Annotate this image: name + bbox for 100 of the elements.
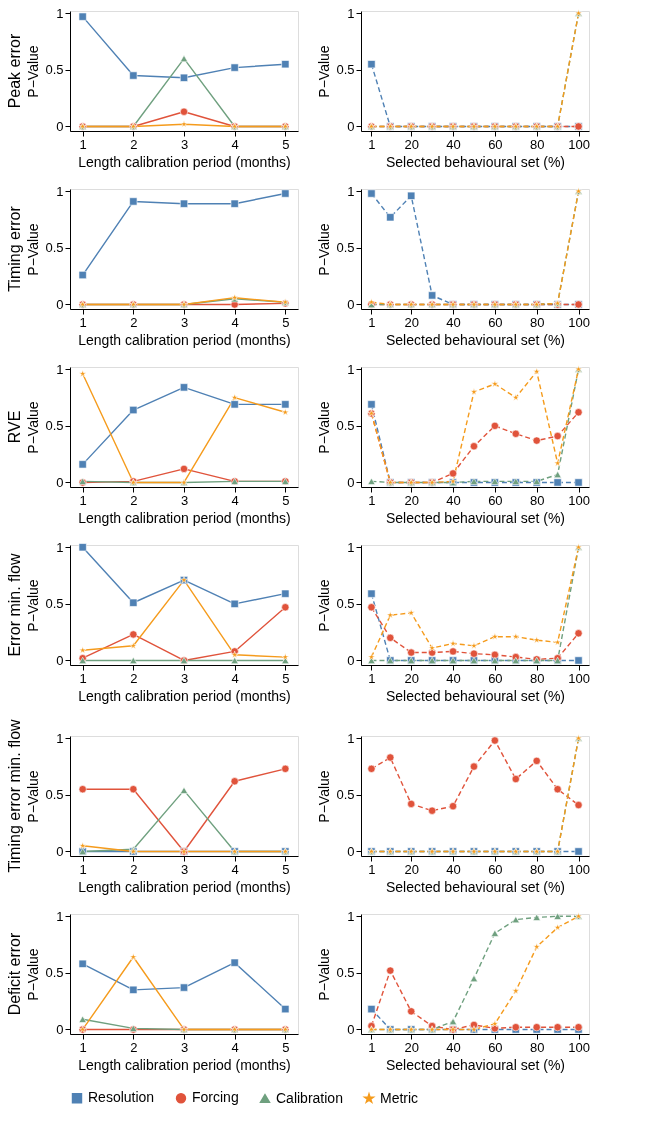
y-tick-label: 0	[347, 843, 355, 859]
x-axis-title: Length calibration period (months)	[78, 878, 291, 895]
y-tick-label: 0	[347, 296, 355, 312]
y-tick-label: 0	[56, 652, 64, 668]
x-tick-label: 4	[231, 670, 239, 686]
y-axis-title: P−Value	[25, 579, 42, 632]
x-tick-label: 1	[79, 492, 87, 508]
x-tick-label: 40	[446, 670, 461, 686]
y-tick-label: 0.5	[45, 596, 64, 612]
x-tick-label: 40	[446, 492, 461, 508]
x-tick-label: 2	[130, 492, 138, 508]
text: Error min. flow	[5, 552, 23, 657]
x-tick-label: 5	[282, 670, 290, 686]
text: Timing error	[5, 205, 23, 292]
y-axis-title: P−Value	[316, 770, 333, 823]
y-tick-label: 0	[347, 652, 355, 668]
y-tick-label: 1	[347, 730, 355, 746]
x-tick-label: 80	[529, 136, 545, 152]
x-tick-label: 3	[180, 136, 189, 152]
x-axis-title: Selected behavioural set (%)	[386, 509, 565, 526]
x-tick-label: 40	[446, 1039, 461, 1055]
x-tick-label: 1	[79, 861, 87, 877]
y-tick-label: 0	[347, 1021, 355, 1037]
y-tick-label: 1	[347, 908, 355, 924]
x-tick-label: 1	[368, 861, 376, 877]
x-tick-label: 1	[368, 492, 376, 508]
y-tick-label: 1	[56, 730, 64, 746]
y-tick-label: 0.5	[336, 596, 355, 612]
x-tick-label: 2	[130, 861, 138, 877]
legend-label: Forcing	[192, 1089, 239, 1106]
y-axis-title: P−Value	[316, 401, 333, 454]
x-tick-label: 100	[568, 861, 590, 877]
y-axis-title: P−Value	[316, 45, 333, 98]
text: RVE	[5, 410, 23, 444]
y-tick-label: 0.5	[336, 240, 355, 256]
y-tick-label: 1	[56, 539, 64, 555]
y-tick-label: 0	[56, 474, 64, 490]
x-axis-title: Selected behavioural set (%)	[386, 331, 565, 348]
y-axis-title: P−Value	[25, 401, 42, 454]
y-tick-label: 1	[347, 5, 355, 21]
y-tick-label: 0.5	[45, 787, 64, 803]
x-tick-label: 100	[568, 1039, 590, 1055]
legend-label: Resolution	[88, 1089, 155, 1106]
y-tick-label: 0	[56, 118, 64, 134]
y-tick-label: 1	[56, 908, 64, 924]
x-tick-label: 3	[180, 670, 189, 686]
x-tick-label: 1	[79, 136, 87, 152]
x-tick-label: 80	[529, 1039, 545, 1055]
y-tick-label: 0.5	[45, 240, 64, 256]
x-axis-title: Length calibration period (months)	[78, 509, 291, 526]
y-axis-title: P−Value	[316, 223, 333, 276]
y-tick-label: 1	[56, 5, 64, 21]
y-tick-label: 1	[56, 361, 64, 377]
x-tick-label: 4	[231, 492, 239, 508]
text: Timing error min. flow	[5, 718, 23, 873]
x-tick-label: 20	[404, 314, 419, 330]
text: Deficit error	[5, 931, 23, 1016]
y-axis-title: P−Value	[25, 223, 42, 276]
x-tick-label: 3	[180, 861, 189, 877]
x-tick-label: 20	[404, 1039, 419, 1055]
x-tick-label: 2	[130, 136, 138, 152]
y-tick-label: 0	[347, 118, 355, 134]
x-tick-label: 40	[446, 314, 461, 330]
x-tick-label: 80	[529, 314, 545, 330]
y-tick-label: 0	[347, 474, 355, 490]
x-tick-label: 5	[282, 314, 290, 330]
x-tick-label: 1	[79, 314, 87, 330]
x-tick-label: 80	[529, 492, 545, 508]
y-tick-label: 1	[56, 183, 64, 199]
x-tick-label: 1	[368, 314, 376, 330]
x-tick-label: 20	[404, 136, 419, 152]
x-axis-title: Length calibration period (months)	[78, 687, 291, 704]
x-axis-title: Selected behavioural set (%)	[386, 153, 565, 170]
x-tick-label: 4	[231, 136, 239, 152]
x-tick-label: 100	[568, 314, 590, 330]
x-tick-label: 5	[282, 1039, 290, 1055]
x-tick-label: 20	[404, 670, 419, 686]
y-tick-label: 0.5	[336, 787, 355, 803]
x-tick-label: 4	[231, 1039, 239, 1055]
x-tick-label: 1	[79, 670, 87, 686]
y-tick-label: 0.5	[45, 965, 64, 981]
x-tick-label: 5	[282, 492, 290, 508]
x-tick-label: 1	[368, 136, 376, 152]
x-axis-title: Length calibration period (months)	[78, 331, 291, 348]
legend-label: Metric	[380, 1089, 419, 1106]
x-tick-label: 60	[488, 136, 503, 152]
x-tick-label: 3	[180, 314, 189, 330]
x-tick-label: 3	[180, 1039, 189, 1055]
y-tick-label: 1	[347, 539, 355, 555]
x-tick-label: 4	[231, 314, 239, 330]
x-tick-label: 20	[404, 861, 419, 877]
x-tick-label: 60	[488, 670, 503, 686]
y-axis-title: P−Value	[316, 579, 333, 632]
y-axis-title: P−Value	[316, 948, 333, 1001]
x-axis-title: Selected behavioural set (%)	[386, 1056, 565, 1073]
text: Peak error	[5, 32, 23, 109]
x-tick-label: 4	[231, 861, 239, 877]
y-tick-label: 0	[56, 843, 64, 859]
x-tick-label: 1	[79, 1039, 87, 1055]
x-tick-label: 20	[404, 492, 419, 508]
